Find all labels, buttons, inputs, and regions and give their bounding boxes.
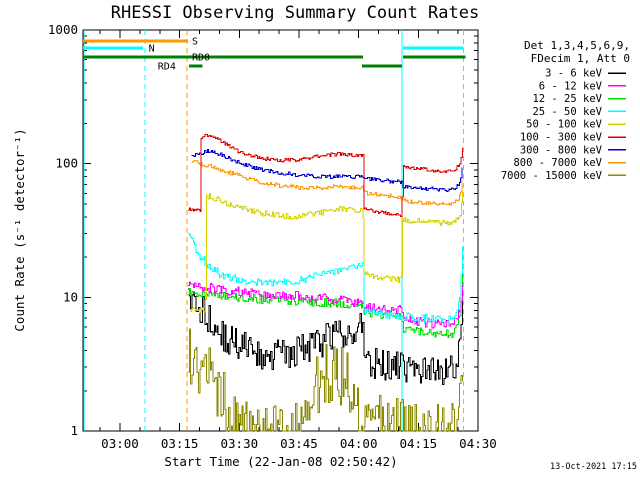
y-tick-label: 1 (70, 423, 78, 438)
series-6-12keV (188, 281, 463, 329)
x-tick-label: 03:15 (161, 436, 199, 451)
x-tick-label: 03:45 (280, 436, 318, 451)
plot-border (82, 29, 479, 432)
series-12-25keV (188, 262, 463, 338)
y-axis-title: Count Rate (s⁻¹ detector⁻¹) (12, 128, 27, 331)
series-100-300keV (188, 134, 463, 217)
x-tick-label: 04:15 (400, 436, 438, 451)
plot-generated-timestamp: 13-Oct-2021 17:15 (550, 462, 637, 472)
legend-label: 50 - 100 keV (526, 119, 603, 131)
legend-label: 25 - 50 keV (532, 106, 602, 118)
plot-generated-content: 03:00 03:15 03:30 03:45 04:00 04:15 04:30 1 10 10… (48, 22, 630, 451)
y-tick-label: 1000 (48, 22, 78, 37)
series-800-7000keV (191, 160, 463, 206)
series-25-50keV (188, 233, 463, 324)
chart-title: RHESSI Observing Summary Count Rates (111, 3, 479, 23)
flag-label-n: N (149, 44, 155, 55)
y-tick-label: 10 (63, 289, 78, 304)
legend-label: 800 - 7000 keV (513, 157, 602, 169)
series-3-6keV (188, 288, 463, 385)
x-tick-label: 04:00 (340, 436, 378, 451)
series-300-800keV (191, 149, 463, 192)
series-7000-15000keV (188, 328, 463, 432)
x-tick-label: 03:30 (221, 436, 259, 451)
flag-label-rd0: RD0 (192, 53, 210, 64)
legend-label: 100 - 300 keV (520, 132, 603, 144)
x-tick-label: 04:30 (459, 436, 497, 451)
x-axis-title: Start Time (22-Jan-08 02:50:42) (164, 454, 397, 469)
legend-header-detectors: Det 1,3,4,5,6,9, (524, 39, 630, 52)
legend-label: 12 - 25 keV (532, 93, 602, 105)
legend-label: 300 - 800 keV (520, 144, 603, 156)
legend-label: 6 - 12 keV (539, 80, 603, 92)
series-50-100keV (189, 191, 463, 313)
flag-label-s: S (192, 37, 198, 48)
legend-label: 7000 - 15000 keV (501, 170, 603, 182)
legend-label: 3 - 6 keV (545, 68, 603, 80)
flag-label-rd4: RD4 (158, 62, 176, 73)
legend-header-config: FDecim 1, Att 0 (531, 52, 630, 65)
y-tick-label: 100 (55, 156, 78, 171)
x-tick-label: 03:00 (101, 436, 139, 451)
